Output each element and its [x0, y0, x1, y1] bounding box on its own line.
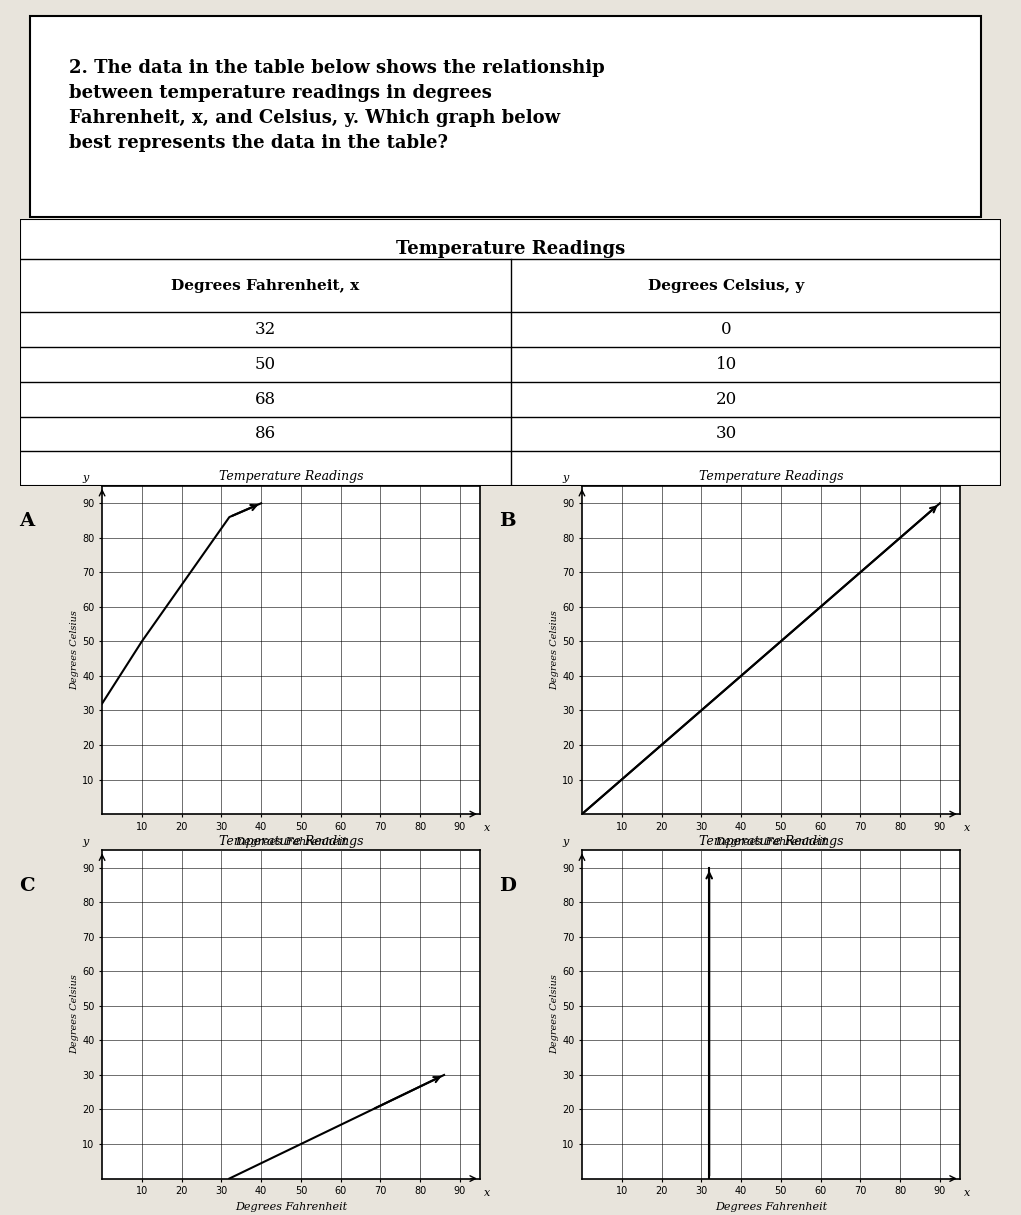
Title: Temperature Readings: Temperature Readings — [698, 835, 843, 848]
Text: 68: 68 — [255, 391, 276, 407]
Text: y: y — [83, 837, 89, 847]
Text: 30: 30 — [716, 425, 737, 442]
Title: Temperature Readings: Temperature Readings — [698, 470, 843, 484]
Text: 0: 0 — [721, 321, 731, 338]
Y-axis label: Degrees Celsius: Degrees Celsius — [70, 974, 80, 1055]
Text: B: B — [499, 513, 516, 530]
Text: y: y — [563, 473, 569, 482]
Text: Temperature Readings: Temperature Readings — [396, 241, 625, 258]
Text: D: D — [499, 877, 516, 894]
Text: y: y — [563, 837, 569, 847]
Text: C: C — [19, 877, 35, 894]
Text: 32: 32 — [255, 321, 276, 338]
Text: Degrees Fahrenheit, x: Degrees Fahrenheit, x — [172, 278, 359, 293]
Text: x: x — [484, 824, 490, 833]
Text: A: A — [19, 513, 34, 530]
Y-axis label: Degrees Celsius: Degrees Celsius — [550, 974, 560, 1055]
X-axis label: Degrees Fahrenheit: Degrees Fahrenheit — [235, 837, 347, 847]
Text: 86: 86 — [255, 425, 276, 442]
FancyBboxPatch shape — [31, 16, 981, 216]
Text: y: y — [83, 473, 89, 482]
FancyBboxPatch shape — [20, 219, 1001, 486]
X-axis label: Degrees Fahrenheit: Degrees Fahrenheit — [235, 1202, 347, 1211]
Text: x: x — [964, 1188, 970, 1198]
Text: x: x — [484, 1188, 490, 1198]
Text: Degrees Celsius, y: Degrees Celsius, y — [648, 278, 805, 293]
Text: x: x — [964, 824, 970, 833]
X-axis label: Degrees Fahrenheit: Degrees Fahrenheit — [715, 1202, 827, 1211]
Text: 50: 50 — [255, 356, 276, 373]
Title: Temperature Readings: Temperature Readings — [218, 470, 363, 484]
Y-axis label: Degrees Celsius: Degrees Celsius — [70, 610, 80, 690]
Text: 10: 10 — [716, 356, 737, 373]
Y-axis label: Degrees Celsius: Degrees Celsius — [550, 610, 560, 690]
Text: 20: 20 — [716, 391, 737, 407]
Text: 2. The data in the table below shows the relationship
between temperature readin: 2. The data in the table below shows the… — [69, 58, 605, 152]
Title: Temperature Readings: Temperature Readings — [218, 835, 363, 848]
X-axis label: Degrees Fahrenheit: Degrees Fahrenheit — [715, 837, 827, 847]
